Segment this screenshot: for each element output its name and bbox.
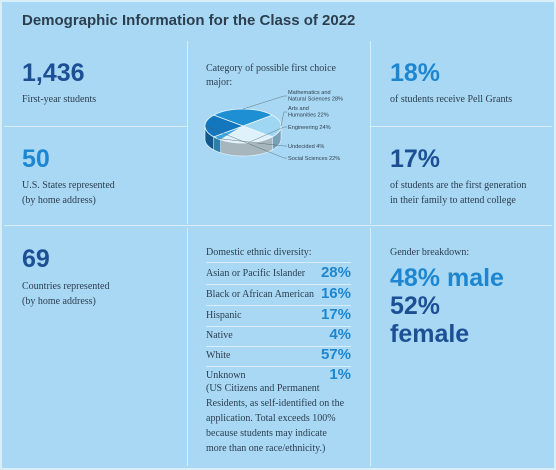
gender-female-percent: 52% — [390, 292, 441, 320]
column-divider-right-lower — [370, 228, 371, 466]
first-gen-label-line1: of students are the first generation — [390, 180, 527, 191]
ethnic-row: Unknown 1% — [206, 366, 351, 386]
ethnic-row: Black or African American 16% — [206, 285, 351, 306]
ethnic-row-value: 1% — [329, 366, 351, 383]
ethnic-row: Hispanic 17% — [206, 306, 351, 327]
pie-leader-line — [280, 111, 287, 127]
pie-slice-label: Engineering 24% — [288, 125, 331, 131]
ethnic-note-line: application. Total exceeds 100% — [206, 413, 336, 424]
gender-heading: Gender breakdown: — [390, 247, 470, 258]
ethnic-row-name: Hispanic — [206, 310, 242, 321]
ethnic-row-name: Native — [206, 330, 233, 341]
ethnic-row: Native 4% — [206, 326, 351, 347]
first-year-label: First-year students — [22, 94, 97, 105]
pell-label: of students receive Pell Grants — [390, 94, 513, 105]
gender-male: 48% male — [390, 264, 504, 292]
ethnic-note-line: Residents, as self-identified on the — [206, 398, 345, 409]
ethnic-heading-divider — [206, 262, 351, 263]
column-divider-left-lower — [187, 228, 188, 466]
ethnic-row-value: 4% — [329, 326, 351, 343]
row-divider-left — [4, 126, 187, 127]
countries-label-line2: (by home address) — [22, 296, 96, 307]
countries-count: 69 — [22, 245, 50, 273]
major-heading-line2: major: — [206, 77, 233, 88]
ethnic-row-value: 16% — [320, 285, 351, 302]
pie-slice-label: Humanities 22% — [288, 113, 329, 119]
first-year-count: 1,436 — [22, 59, 85, 87]
pie-leader-line — [204, 125, 287, 159]
states-count: 50 — [22, 145, 50, 173]
ethnic-row-value: 57% — [320, 346, 351, 363]
ethnic-row: Asian or Pacific Islander 28% — [206, 264, 351, 285]
gender-female-word: female — [390, 320, 470, 348]
major-heading-line1: Category of possible first choice — [206, 63, 336, 74]
pie-slice — [241, 114, 282, 138]
ethnic-row-value: 28% — [320, 264, 351, 281]
pie-slice-label: Natural Sciences 28% — [288, 97, 343, 103]
ethnic-row-value: 17% — [320, 306, 351, 323]
column-divider-left — [187, 41, 188, 224]
row-divider-right — [371, 126, 552, 127]
ethnic-note-line: more than one race/ethnicity.) — [206, 443, 326, 454]
pell-percent: 18% — [390, 59, 441, 87]
pie-slice-label: Social Sciences 22% — [288, 156, 340, 162]
ethnic-note-line: because students may indicate — [206, 428, 327, 439]
first-gen-label-line2: in their family to attend college — [390, 195, 516, 206]
pie-leader-line — [216, 138, 287, 147]
ethnic-row-name: White — [206, 350, 231, 361]
ethnic-row: White 57% — [206, 346, 351, 367]
ethnic-heading: Domestic ethnic diversity: — [206, 247, 312, 258]
pie-slice-label: Arts and — [288, 106, 309, 112]
pie-slice — [212, 108, 274, 127]
section-divider — [4, 225, 552, 226]
ethnic-row-name: Asian or Pacific Islander — [206, 268, 306, 279]
ethnic-row-name: Black or African American — [206, 289, 315, 300]
ethnic-row-name: Unknown — [206, 370, 246, 381]
pie-slice-label: Mathematics and — [288, 90, 331, 96]
pie-slice-label: Undecided 4% — [288, 144, 324, 150]
pie-leader-line — [247, 126, 287, 144]
states-label-line2: (by home address) — [22, 195, 96, 206]
ethnic-note-line: (US Citizens and Permanent — [206, 383, 320, 394]
page-title: Demographic Information for the Class of… — [22, 12, 356, 29]
countries-label-line1: Countries represented — [22, 281, 110, 292]
pie-leader-line — [242, 95, 287, 110]
column-divider-right — [370, 41, 371, 224]
states-label-line1: U.S. States represented — [22, 180, 115, 191]
first-gen-percent: 17% — [390, 145, 441, 173]
